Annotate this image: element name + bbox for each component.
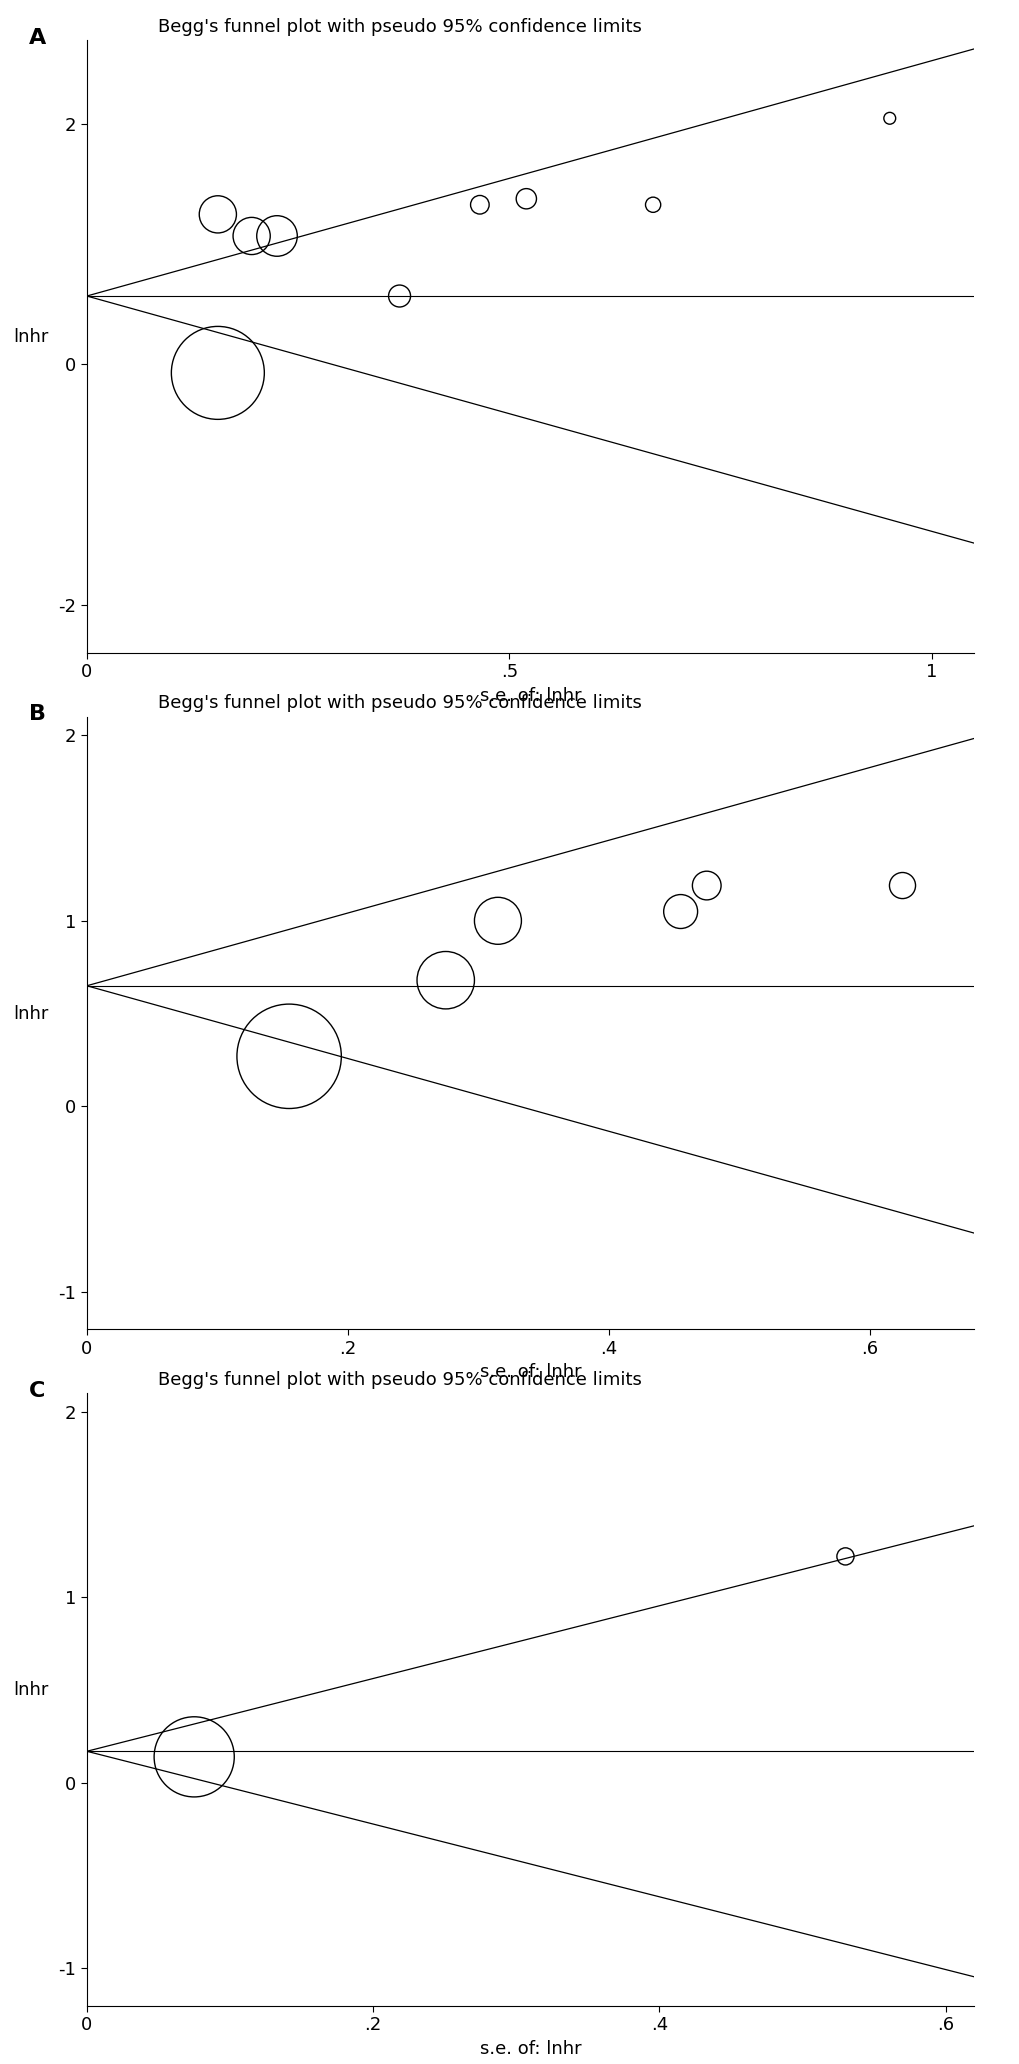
Y-axis label: lnhr: lnhr bbox=[13, 1682, 49, 1699]
Text: Begg's funnel plot with pseudo 95% confidence limits: Begg's funnel plot with pseudo 95% confi… bbox=[158, 1370, 641, 1389]
Text: C: C bbox=[30, 1381, 46, 1401]
X-axis label: s.e. of: lnhr: s.e. of: lnhr bbox=[479, 687, 581, 704]
Text: Begg's funnel plot with pseudo 95% confidence limits: Begg's funnel plot with pseudo 95% confi… bbox=[158, 694, 641, 712]
Y-axis label: lnhr: lnhr bbox=[13, 1005, 49, 1024]
Text: A: A bbox=[30, 29, 47, 47]
Text: Begg's funnel plot with pseudo 95% confidence limits: Begg's funnel plot with pseudo 95% confi… bbox=[158, 19, 641, 35]
X-axis label: s.e. of: lnhr: s.e. of: lnhr bbox=[479, 1362, 581, 1381]
X-axis label: s.e. of: lnhr: s.e. of: lnhr bbox=[479, 2039, 581, 2058]
Y-axis label: lnhr: lnhr bbox=[13, 328, 48, 347]
Text: B: B bbox=[30, 704, 46, 724]
